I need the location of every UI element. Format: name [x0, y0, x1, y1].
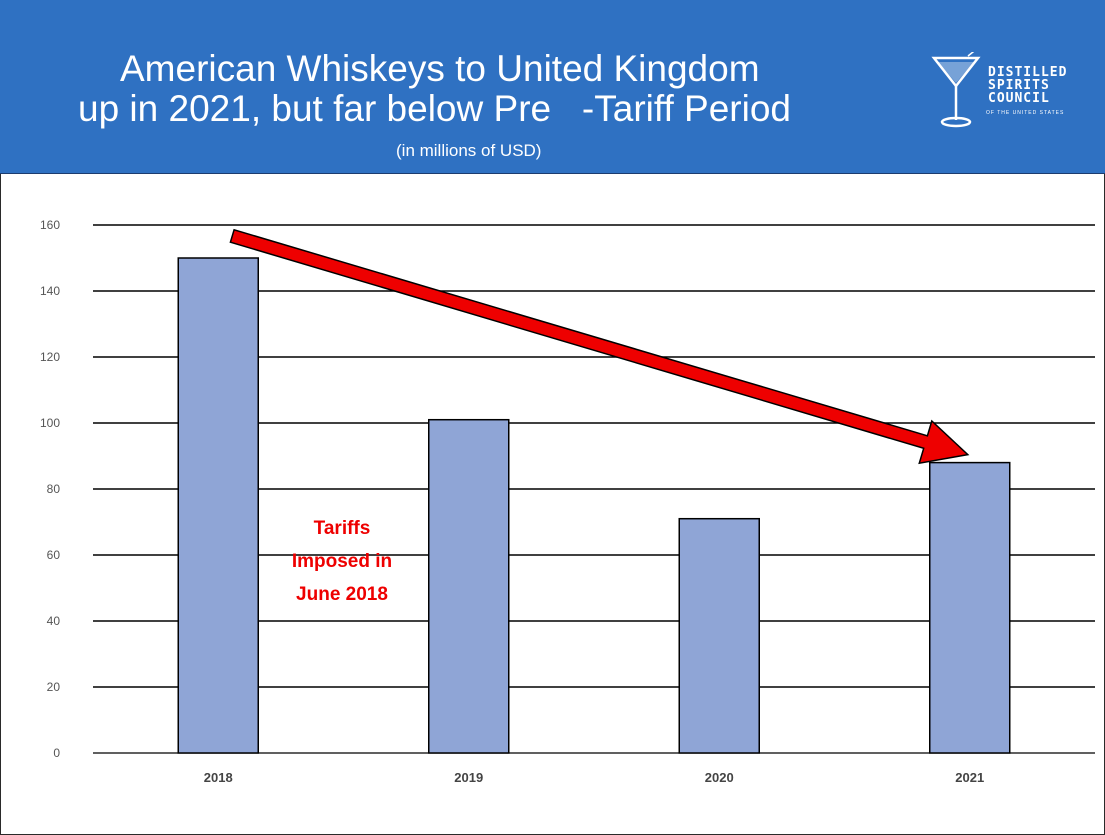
y-tick-label-0: 0: [53, 746, 60, 760]
bars: [177, 257, 1011, 754]
trend-arrow-shape: [229, 228, 970, 465]
y-tick-label-20: 20: [47, 680, 61, 694]
martini-glass-icon: [931, 47, 981, 128]
x-tick-label-2021: 2021: [955, 770, 984, 785]
logo-line-3: COUNCIL: [988, 91, 1050, 106]
y-tick-label-140: 140: [40, 284, 60, 298]
distilled-spirits-council-logo: DISTILLED SPIRITS COUNCIL OF THE UNITED …: [928, 47, 1078, 132]
title-line-1: American Whiskeys to United Kingdom: [120, 48, 760, 89]
bar-2018: [177, 257, 259, 754]
logo-line-1: DISTILLED: [988, 65, 1068, 80]
y-tick-label-120: 120: [40, 350, 60, 364]
x-axis-labels: 2018 2019 2020 2021: [204, 770, 984, 785]
bar-2021: [929, 461, 1011, 754]
y-axis-ticks: 0 20 40 60 80 100 120 140 160: [40, 218, 60, 760]
y-tick-label-100: 100: [40, 416, 60, 430]
logo-line-4: OF THE UNITED STATES: [986, 110, 1065, 116]
y-tick-label-80: 80: [47, 482, 61, 496]
bar-2020: [678, 517, 760, 754]
annotation-line-1: Tariffs: [314, 518, 371, 539]
y-tick-label-60: 60: [47, 548, 61, 562]
slide-header: American Whiskeys to United Kingdom up i…: [0, 0, 1105, 174]
gridlines: [93, 224, 1095, 754]
logo-line-2: SPIRITS: [988, 78, 1050, 93]
bar-2019: [428, 418, 510, 754]
x-tick-label-2020: 2020: [705, 770, 734, 785]
annotation-line-2: Imposed in: [292, 551, 392, 572]
trend-arrow: [229, 228, 970, 465]
chart-subtitle: (in millions of USD): [396, 141, 542, 160]
annotation-line-3: June 2018: [296, 584, 388, 605]
y-tick-label-160: 160: [40, 218, 60, 232]
y-tick-label-40: 40: [47, 614, 61, 628]
title-line-2: up in 2021, but far below Pre -Tariff Pe…: [78, 88, 791, 129]
x-tick-label-2018: 2018: [204, 770, 233, 785]
x-tick-label-2019: 2019: [454, 770, 483, 785]
